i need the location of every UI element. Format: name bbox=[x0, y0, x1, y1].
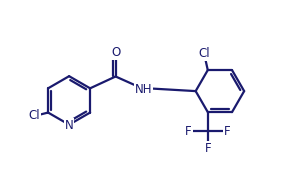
Text: Cl: Cl bbox=[28, 109, 40, 122]
Text: Cl: Cl bbox=[198, 47, 210, 60]
Text: F: F bbox=[185, 125, 192, 138]
Text: NH: NH bbox=[135, 83, 152, 96]
Text: N: N bbox=[65, 118, 73, 131]
Text: F: F bbox=[205, 142, 211, 155]
Text: F: F bbox=[224, 125, 230, 138]
Text: O: O bbox=[111, 46, 120, 59]
